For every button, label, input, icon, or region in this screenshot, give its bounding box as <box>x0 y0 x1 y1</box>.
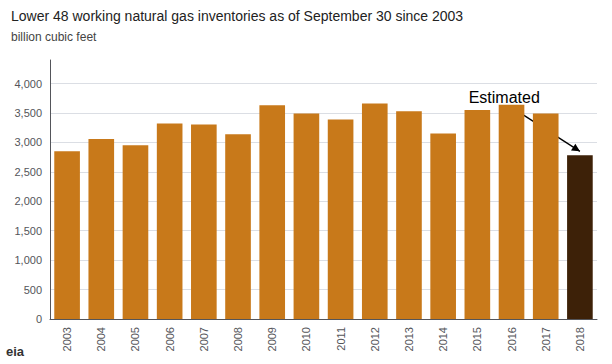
svg-text:2008: 2008 <box>232 327 244 351</box>
svg-text:2,000: 2,000 <box>14 195 42 207</box>
svg-text:2012: 2012 <box>369 327 381 351</box>
svg-text:2011: 2011 <box>335 327 347 351</box>
svg-text:500: 500 <box>24 284 42 296</box>
svg-text:1,500: 1,500 <box>14 225 42 237</box>
svg-text:2014: 2014 <box>437 327 449 351</box>
svg-text:2013: 2013 <box>403 327 415 351</box>
svg-text:3,000: 3,000 <box>14 136 42 148</box>
svg-text:2018: 2018 <box>574 327 586 351</box>
svg-text:0: 0 <box>36 313 42 325</box>
svg-text:Lower 48 working natural gas i: Lower 48 working natural gas inventories… <box>11 8 463 24</box>
svg-text:2017: 2017 <box>540 327 552 351</box>
svg-text:2009: 2009 <box>266 327 278 351</box>
svg-text:4,000: 4,000 <box>14 78 42 90</box>
svg-text:2005: 2005 <box>129 327 141 351</box>
svg-text:2007: 2007 <box>198 327 210 351</box>
svg-text:2016: 2016 <box>506 327 518 351</box>
svg-text:2003: 2003 <box>61 327 73 351</box>
svg-text:2004: 2004 <box>95 327 107 351</box>
svg-text:Estimated: Estimated <box>469 89 540 106</box>
svg-text:eia: eia <box>6 344 25 359</box>
svg-text:2006: 2006 <box>164 327 176 351</box>
svg-text:billion cubic feet: billion cubic feet <box>11 30 97 44</box>
svg-text:2,500: 2,500 <box>14 166 42 178</box>
svg-text:2010: 2010 <box>300 327 312 351</box>
svg-text:3,500: 3,500 <box>14 107 42 119</box>
svg-text:1,000: 1,000 <box>14 254 42 266</box>
svg-text:2015: 2015 <box>471 327 483 351</box>
